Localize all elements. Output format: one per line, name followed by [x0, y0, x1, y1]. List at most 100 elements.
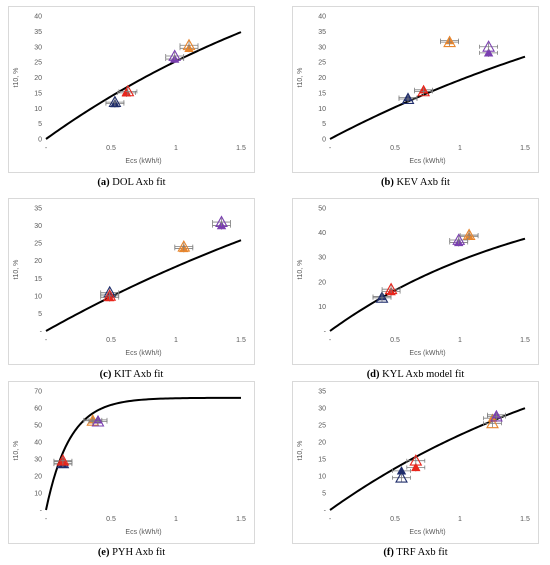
y-tick-label: 5 [322, 491, 326, 498]
y-axis-label: t10, % [297, 260, 304, 280]
chart-frame [8, 381, 255, 544]
y-tick-label: 10 [34, 106, 42, 113]
y-tick-label: 20 [318, 440, 326, 447]
data-point-measured [103, 289, 117, 301]
fit-curve [45, 239, 242, 332]
fit-curve [329, 237, 526, 332]
chart-panel-trf: -5 10 15 20 25 30 35-0.5 1 1.5 Ecs (kWh/t) t10, % … [292, 381, 539, 564]
error-bar [118, 87, 138, 96]
x-tick-label: 0.5 [106, 516, 116, 523]
y-tick-label: 5 [322, 121, 326, 128]
chart-panel-kit: -5 10 15 20 25 30 35-0.5 1 1.5 Ecs (kWh/t) t10, % … [8, 198, 255, 383]
y-tick-label: 15 [34, 276, 42, 283]
y-axis-label: t10, % [13, 260, 20, 280]
data-point-measured [121, 84, 135, 97]
data-point-measured [409, 454, 423, 466]
data-point-measured [384, 282, 398, 295]
x-tick-label: - [329, 516, 332, 523]
data-point-measured [417, 84, 431, 97]
x-tick-label: 1 [458, 145, 462, 152]
y-tick-label: 25 [318, 423, 326, 430]
error-bar [88, 417, 108, 426]
chart-panel-dol: 0 5 10 15 20 25 30 35 40 - 0.5 1 1.5 Ecs (kWh/t) t10, … [8, 6, 255, 191]
chart-caption: (f) TRF Axb fit [383, 547, 448, 558]
error-bar [406, 456, 426, 465]
x-tick-label: 1 [458, 516, 462, 523]
y-tick-label: 30 [34, 457, 42, 464]
chart-svg-dol: 0 5 10 15 20 25 30 35 40 - 0.5 1 1.5 Ecs (kWh/t) t10, … [13, 14, 246, 166]
x-tick-label: 1.5 [520, 516, 530, 523]
data-point-measured [489, 409, 503, 422]
y-tick-label: - [324, 329, 327, 336]
error-bar [165, 51, 185, 60]
y-tick-label: 35 [318, 29, 326, 36]
y-tick-label: 20 [34, 258, 42, 265]
x-tick-label: 1 [174, 145, 178, 152]
x-tick-label: 1 [458, 337, 462, 344]
data-point-measured [443, 35, 457, 48]
x-tick-label: - [329, 145, 332, 152]
y-tick-label: 70 [34, 389, 42, 396]
error-bar [83, 416, 103, 425]
error-bar [487, 412, 506, 421]
error-bar [449, 235, 469, 244]
y-tick-label: 15 [34, 90, 42, 97]
data-point-measured [395, 471, 408, 483]
data-point-measured [182, 38, 196, 51]
x-tick-label: 1.5 [236, 145, 246, 152]
data-point-measured [91, 414, 105, 427]
y-tick-label: - [324, 508, 327, 515]
data-point-measured [452, 233, 466, 245]
data-point-model [483, 48, 494, 57]
chart-panel-kyl: - 10 20 30 40 50 - 0.5 1 1.5 Ecs (kWh/t) t10, % (d)… [292, 198, 539, 383]
x-axis-label: Ecs (kWh/t) [125, 529, 161, 536]
x-axis-label: Ecs (kWh/t) [125, 350, 161, 357]
x-tick-label: - [45, 337, 48, 344]
error-bar [105, 98, 125, 107]
y-tick-label: 50 [318, 206, 326, 213]
x-tick-label: 0.5 [106, 145, 116, 152]
data-point-measured [375, 291, 389, 303]
y-tick-label: 20 [34, 474, 42, 481]
chart-caption: (e) PYH Axb fit [97, 547, 166, 558]
error-bar [398, 95, 418, 104]
y-tick-label: 10 [318, 304, 326, 311]
error-bar [483, 419, 502, 428]
error-bar [174, 242, 194, 251]
error-bar [100, 291, 120, 300]
x-tick-label: 0.5 [390, 337, 400, 344]
x-tick-label: - [45, 145, 48, 152]
x-tick-label: 0.5 [390, 145, 400, 152]
error-bar [414, 87, 433, 96]
y-axis-label: t10, % [13, 68, 20, 88]
x-tick-label: 1.5 [520, 337, 530, 344]
y-tick-label: 50 [34, 423, 42, 430]
chart-frame [292, 198, 539, 365]
chart-panel-pyh: - 10 20 30 40 50 60 70 - 0.5 1 1.5 Ecs (kWh/t) t10, %… [8, 381, 255, 564]
x-axis-label: Ecs (kWh/t) [409, 529, 445, 536]
chart-svg-pyh: - 10 20 30 40 50 60 70 - 0.5 1 1.5 Ecs (kWh/t) t10, % [13, 389, 246, 537]
chart-caption: (a) DOL Axb fit [97, 177, 166, 188]
y-tick-label: 35 [318, 389, 326, 396]
y-axis-label: t10, % [297, 68, 304, 88]
error-bar [459, 231, 479, 240]
y-tick-label: 0 [38, 137, 42, 144]
x-tick-label: - [329, 337, 332, 344]
data-point-model [411, 462, 421, 472]
data-point-measured [215, 215, 228, 228]
data-point-measured [486, 416, 499, 429]
error-bar [440, 38, 459, 47]
error-bar [479, 42, 498, 51]
y-tick-label: 20 [318, 75, 326, 82]
y-axis-label: t10, % [297, 441, 304, 461]
chart-svg-kev: 0 5 10 15 20 25 30 35 40 - 0.5 1 1.5 Ecs (kWh/t) t10, … [297, 14, 530, 166]
y-tick-label: 10 [318, 474, 326, 481]
y-tick-label: 5 [38, 311, 42, 318]
y-tick-label: 30 [318, 44, 326, 51]
y-tick-label: 35 [34, 29, 42, 36]
data-point-measured [56, 454, 70, 466]
chart-svg-kit: - 5 10 15 20 25 30 35 - 0.5 1 1.5 Ecs (kWh/t) t10, % [13, 206, 246, 358]
x-tick-label: 1 [174, 516, 178, 523]
y-tick-label: 15 [318, 457, 326, 464]
chart-caption: (b) KEV Axb fit [381, 177, 450, 188]
